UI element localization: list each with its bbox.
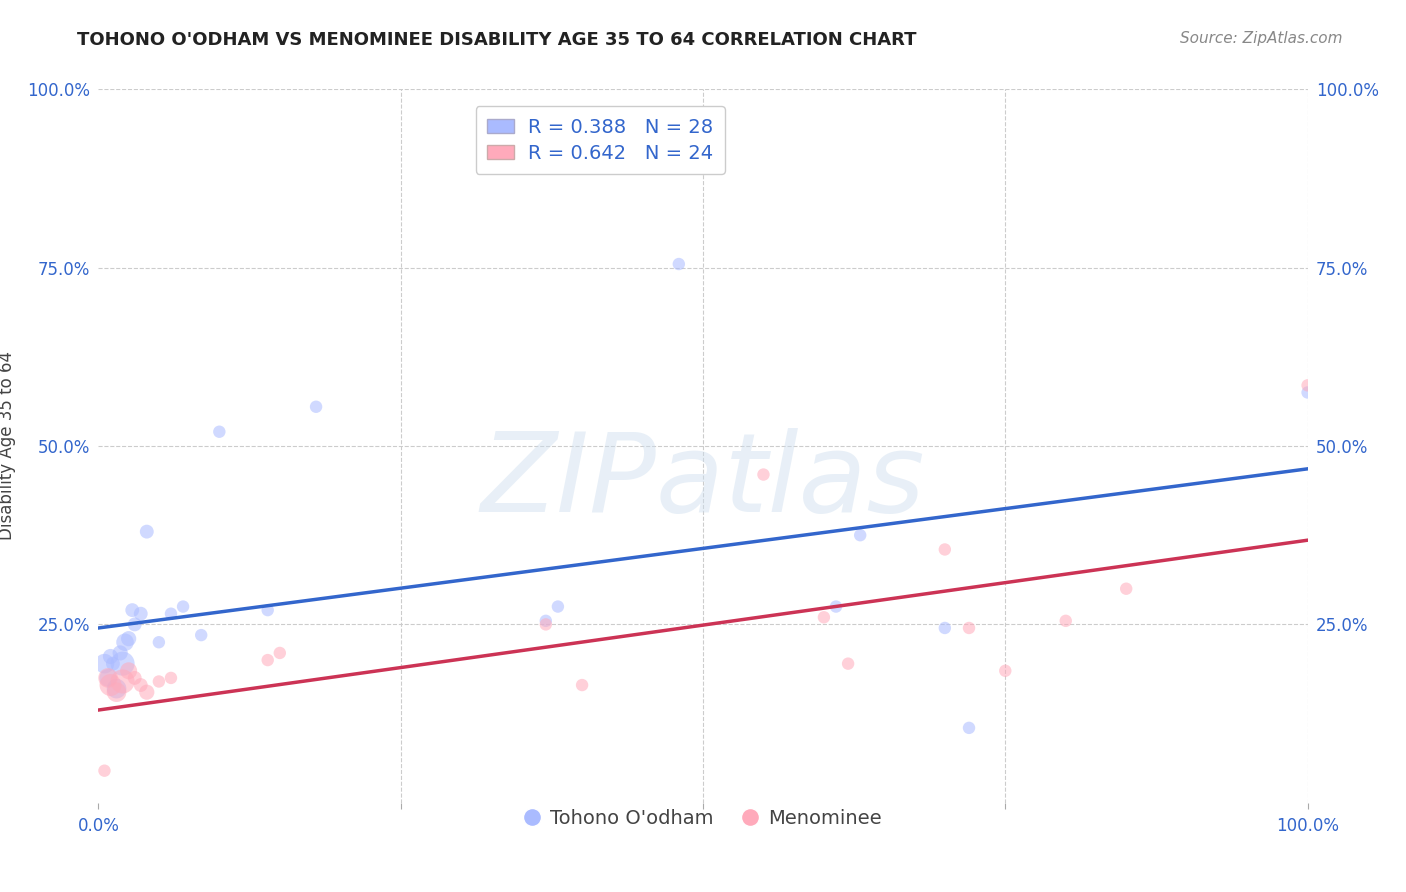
Point [934,621,956,635]
Point [837,657,859,671]
Point [994,664,1017,678]
Point [160,607,183,621]
Point [1296,378,1319,392]
Point [957,621,980,635]
Point [160,671,183,685]
Point [813,610,835,624]
Point [957,721,980,735]
Point [135,685,157,699]
Point [547,599,569,614]
Point [825,599,848,614]
Point [1296,385,1319,400]
Point [172,599,194,614]
Text: TOHONO O'ODHAM VS MENOMINEE DISABILITY AGE 35 TO 64 CORRELATION CHART: TOHONO O'ODHAM VS MENOMINEE DISABILITY A… [77,31,917,49]
Point [100,649,122,664]
Point [148,635,170,649]
Point [93,657,115,671]
Point [305,400,328,414]
Point [129,607,152,621]
Point [190,628,212,642]
Point [934,542,956,557]
Point [256,653,278,667]
Point [148,674,170,689]
Point [269,646,291,660]
Text: ZIPatlas: ZIPatlas [481,428,925,535]
Point [93,764,115,778]
Point [105,681,128,696]
Point [118,664,141,678]
Point [97,671,120,685]
Point [129,678,152,692]
Y-axis label: Disability Age 35 to 64: Disability Age 35 to 64 [0,351,15,541]
Legend: Tohono O'odham, Menominee: Tohono O'odham, Menominee [517,801,889,836]
Point [118,632,141,646]
Point [97,671,120,685]
Point [124,617,146,632]
Point [124,671,146,685]
Point [100,678,122,692]
Point [1054,614,1077,628]
Point [571,678,593,692]
Point [849,528,872,542]
Point [752,467,775,482]
Point [101,657,124,671]
Point [111,657,134,671]
Point [105,685,128,699]
Point [111,674,134,689]
Point [534,614,557,628]
Point [108,646,131,660]
Point [1115,582,1137,596]
Point [121,603,143,617]
Point [135,524,157,539]
Point [534,617,557,632]
Text: Source: ZipAtlas.com: Source: ZipAtlas.com [1180,31,1343,46]
Point [256,603,278,617]
Point [114,635,136,649]
Point [208,425,231,439]
Point [668,257,690,271]
